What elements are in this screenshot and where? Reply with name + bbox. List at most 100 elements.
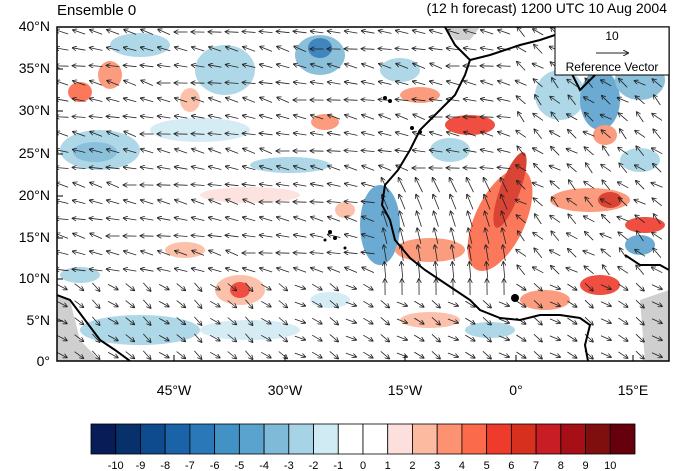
colorbar-swatch — [387, 423, 413, 455]
wind-vector-arrow — [567, 199, 578, 206]
map-plot-area — [57, 27, 669, 361]
wind-vector-arrow — [261, 283, 271, 289]
lat-label-20n: 20°N — [18, 187, 50, 203]
wind-vector-arrow — [550, 131, 561, 138]
wind-vector-arrow — [498, 66, 511, 67]
wind-vector-arrow — [158, 47, 171, 52]
wind-vector-arrow — [396, 165, 409, 171]
wind-vector-arrow — [92, 333, 99, 342]
wind-vector-arrow — [311, 283, 322, 290]
wind-vector-arrow — [260, 217, 273, 222]
wind-vector-arrow — [245, 282, 252, 291]
wind-vector-arrow — [90, 48, 103, 51]
wind-vector-arrow — [464, 48, 477, 50]
colorbar-label: 3 — [434, 460, 440, 471]
wind-vector-arrow — [481, 81, 494, 86]
wind-vector-arrow — [586, 163, 593, 174]
wind-vector-arrow — [159, 335, 169, 340]
wind-vector-arrow — [481, 99, 494, 101]
wind-vector-arrow — [400, 211, 405, 227]
wind-vector-arrow — [635, 333, 644, 342]
wind-vector-arrow — [600, 318, 611, 323]
wind-vector-arrow — [192, 185, 205, 186]
wind-vector-arrow — [533, 334, 542, 341]
colorbar-label: -7 — [185, 460, 195, 471]
wind-vector-arrow — [362, 183, 375, 187]
wind-vector-arrow — [635, 165, 646, 172]
wind-vector-arrow — [464, 81, 477, 86]
wind-vector-arrow — [90, 167, 103, 168]
wind-vector-arrow — [551, 112, 560, 122]
wind-vector-arrow — [469, 245, 472, 261]
wind-vector-arrow — [447, 301, 458, 306]
wind-vector-arrow — [584, 266, 594, 275]
wind-vector-arrow — [601, 199, 612, 206]
wind-vector-arrow — [534, 45, 543, 54]
wind-vector-arrow — [311, 334, 322, 341]
wind-vector-arrow — [210, 283, 220, 289]
wind-vector-arrow — [294, 318, 305, 323]
wind-vector-arrow — [618, 334, 627, 341]
wind-vector-arrow — [498, 335, 509, 340]
wind-vector-arrow — [533, 64, 544, 69]
wind-vector-arrow — [277, 217, 290, 222]
wind-vector-arrow — [585, 232, 594, 241]
wind-vector-arrow — [396, 150, 409, 152]
wind-vector-arrow — [194, 282, 201, 291]
wind-vector-arrow — [107, 335, 118, 340]
wind-vector-arrow — [226, 65, 239, 68]
wind-vector-arrow — [311, 64, 324, 69]
wind-vector-arrow — [329, 351, 338, 358]
wind-vector-arrow — [517, 181, 526, 190]
wind-vector-arrow — [534, 164, 543, 173]
wind-vector-arrow — [175, 47, 188, 52]
lon-label-30w: 30°W — [267, 382, 303, 398]
lon-label-0: 0° — [509, 382, 523, 398]
wind-vector-arrow — [107, 149, 120, 154]
wind-vector-arrow — [158, 269, 171, 272]
wind-vector-arrow — [568, 249, 577, 258]
wind-vector-arrow — [413, 30, 426, 34]
wind-vector-arrow — [498, 99, 511, 102]
wind-vector-arrow — [175, 116, 188, 118]
wind-vector-arrow — [484, 195, 491, 210]
wind-vector-arrow — [618, 148, 629, 155]
wind-vector-arrow — [345, 268, 358, 273]
lat-label-15n: 15°N — [18, 229, 50, 245]
wind-vector-arrow — [124, 200, 137, 205]
wind-vector-arrow — [567, 233, 578, 240]
lon-label-45w: 45°W — [156, 382, 192, 398]
wind-vector-arrow — [57, 201, 69, 204]
wind-vector-arrow — [74, 317, 84, 325]
colorbar-swatch — [238, 423, 265, 455]
wind-vector-arrow — [159, 284, 169, 289]
wind-vector-arrow — [362, 133, 375, 136]
colorbar-swatch — [90, 423, 117, 455]
wind-vector-arrow — [194, 299, 201, 308]
wind-vector-arrow — [618, 98, 629, 103]
wind-vector-arrow — [651, 352, 662, 358]
wind-vector-arrow — [345, 234, 358, 238]
wind-vector-arrow — [74, 334, 84, 342]
wind-vector-arrow — [652, 267, 663, 274]
wind-vector-arrow — [567, 114, 578, 121]
wind-vector-arrow — [57, 30, 69, 35]
wind-vector-arrow — [518, 231, 525, 242]
wind-vector-arrow — [261, 300, 271, 306]
wind-vector-arrow — [328, 82, 341, 84]
colorbar-label: 10 — [604, 460, 616, 471]
wind-vector-arrow — [90, 66, 103, 67]
islands — [323, 96, 519, 302]
wind-vector-arrow — [567, 300, 576, 307]
wind-vector-arrow — [124, 131, 137, 137]
wind-vector-arrow — [192, 116, 205, 118]
wind-vector-arrow — [175, 218, 188, 221]
wind-vector-arrow — [328, 217, 341, 222]
wind-vector-arrow — [431, 300, 440, 307]
wind-vector-arrow — [517, 27, 525, 38]
wind-vector-arrow — [192, 268, 205, 272]
wind-vector-arrow — [467, 178, 474, 193]
wind-vector-arrow — [468, 211, 473, 227]
wind-vector-arrow — [260, 82, 273, 83]
wind-vector-arrow — [413, 114, 426, 120]
